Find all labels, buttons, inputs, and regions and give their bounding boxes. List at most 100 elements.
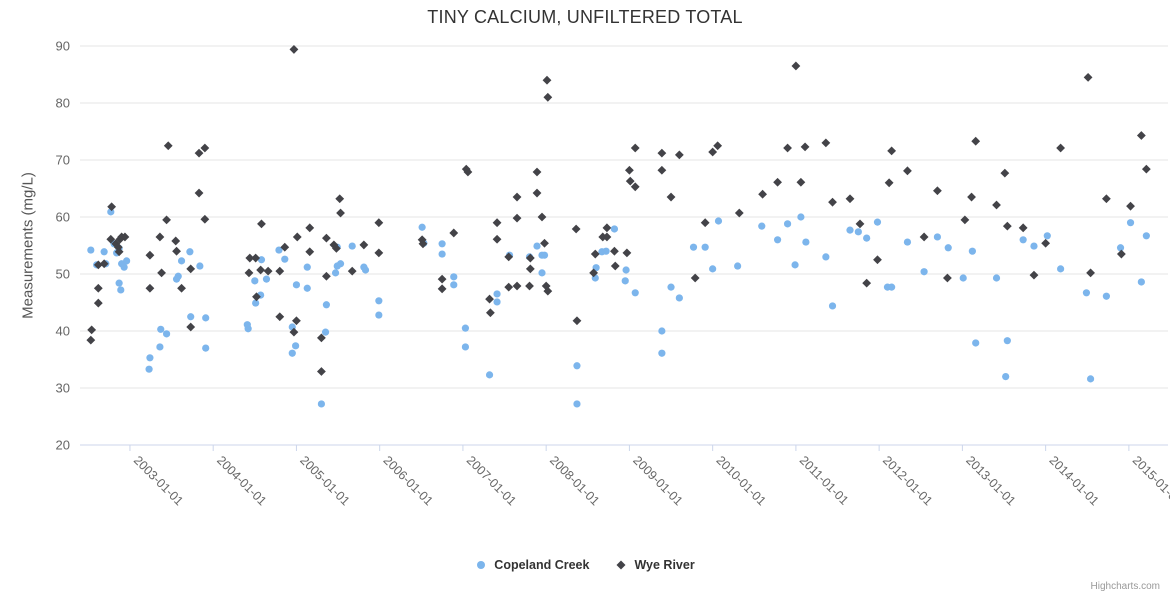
data-point-1[interactable] [200,214,210,224]
data-point-0[interactable] [145,365,153,373]
data-point-0[interactable] [438,250,446,258]
data-point-0[interactable] [1086,375,1095,383]
data-point-1[interactable] [796,177,806,187]
data-point-0[interactable] [1003,337,1011,345]
data-point-0[interactable] [485,371,494,379]
data-point-0[interactable] [959,274,967,282]
data-point-1[interactable] [86,335,96,345]
data-point-1[interactable] [107,202,117,212]
data-point-0[interactable] [992,274,1001,282]
data-point-0[interactable] [709,265,717,273]
data-point-0[interactable] [622,266,630,274]
data-point-0[interactable] [621,277,629,285]
data-point-1[interactable] [800,142,810,152]
legend-item-wye-river[interactable]: Wye River [615,558,695,572]
data-point-1[interactable] [275,312,285,322]
data-point-0[interactable] [1082,289,1091,297]
data-point-0[interactable] [933,233,942,241]
data-point-0[interactable] [1137,278,1145,286]
data-point-0[interactable] [493,290,501,298]
data-point-1[interactable] [463,167,473,177]
data-point-1[interactable] [960,215,970,225]
data-point-1[interactable] [305,223,315,233]
data-point-0[interactable] [146,354,154,362]
data-point-0[interactable] [156,343,164,351]
data-point-1[interactable] [543,286,553,296]
data-point-0[interactable] [1102,292,1110,300]
data-point-1[interactable] [542,75,552,85]
data-point-1[interactable] [967,192,976,202]
data-point-0[interactable] [734,262,742,270]
data-point-0[interactable] [186,248,194,256]
highcharts-credits-link[interactable]: Highcharts.com [1090,581,1160,592]
data-point-1[interactable] [275,266,285,276]
data-point-1[interactable] [610,246,619,256]
data-point-0[interactable] [120,263,128,271]
data-point-0[interactable] [177,257,186,265]
data-point-0[interactable] [317,400,326,408]
data-point-1[interactable] [485,308,495,318]
data-point-1[interactable] [145,250,155,260]
data-point-0[interactable] [667,283,675,291]
data-point-0[interactable] [361,266,370,274]
data-point-0[interactable] [187,313,195,321]
data-point-1[interactable] [773,177,782,187]
data-point-1[interactable] [245,253,255,263]
data-point-1[interactable] [1136,131,1146,140]
data-point-0[interactable] [972,339,980,347]
data-point-1[interactable] [791,61,801,71]
data-point-0[interactable] [292,342,300,350]
data-point-1[interactable] [873,255,882,265]
data-point-0[interactable] [196,262,204,270]
data-point-0[interactable] [802,238,810,246]
data-point-1[interactable] [992,200,1001,210]
data-point-1[interactable] [540,238,549,248]
data-point-0[interactable] [115,279,123,287]
data-point-0[interactable] [461,324,470,332]
data-point-1[interactable] [887,146,897,156]
data-point-1[interactable] [93,260,103,270]
data-point-0[interactable] [714,217,723,225]
data-point-1[interactable] [317,367,326,376]
data-point-1[interactable] [289,327,299,337]
data-point-1[interactable] [525,281,534,291]
data-point-1[interactable] [162,215,171,225]
data-point-0[interactable] [540,251,549,259]
data-point-0[interactable] [968,247,976,255]
data-point-0[interactable] [322,301,331,309]
data-point-1[interactable] [708,147,718,157]
data-point-1[interactable] [244,268,254,278]
data-point-0[interactable] [573,400,581,408]
data-point-1[interactable] [971,136,981,146]
data-point-0[interactable] [321,328,330,336]
data-point-1[interactable] [783,143,792,153]
data-point-0[interactable] [658,349,666,357]
data-point-1[interactable] [525,264,535,274]
data-point-1[interactable] [280,242,290,252]
data-point-0[interactable] [828,302,837,310]
data-point-1[interactable] [155,232,165,242]
data-point-1[interactable] [1086,268,1095,278]
data-point-1[interactable] [589,268,599,278]
data-point-1[interactable] [335,194,345,204]
data-point-1[interactable] [1041,238,1051,248]
data-point-1[interactable] [99,259,109,269]
data-point-0[interactable] [773,236,782,244]
data-point-0[interactable] [336,260,345,268]
data-point-1[interactable] [512,192,522,202]
data-point-0[interactable] [375,297,383,305]
data-point-0[interactable] [1043,232,1051,240]
data-point-1[interactable] [512,213,522,223]
data-point-1[interactable] [657,165,667,175]
data-point-1[interactable] [374,218,384,228]
data-point-1[interactable] [602,232,612,242]
data-point-1[interactable] [1018,223,1028,233]
data-point-1[interactable] [329,240,339,250]
data-point-0[interactable] [573,362,581,370]
data-point-0[interactable] [797,213,805,221]
data-point-1[interactable] [610,261,620,271]
data-point-1[interactable] [758,189,768,199]
data-point-0[interactable] [854,228,862,236]
data-point-0[interactable] [100,248,108,256]
data-point-1[interactable] [461,164,471,174]
